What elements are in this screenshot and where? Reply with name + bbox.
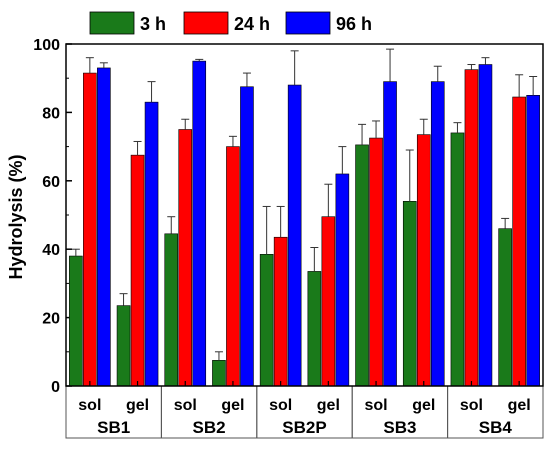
y-axis-label: Hydrolysis (%) — [6, 154, 26, 279]
x-tick-label: gel — [412, 397, 435, 414]
bar — [192, 60, 207, 387]
bar — [512, 96, 526, 387]
bar — [212, 360, 226, 387]
legend-swatch — [285, 11, 331, 35]
x-tick-label: gel — [508, 397, 531, 414]
bar — [498, 228, 512, 387]
bar — [383, 81, 397, 387]
bar — [226, 146, 240, 387]
bar — [116, 305, 131, 387]
bar — [164, 233, 179, 387]
sample-label: SB2P — [282, 418, 326, 437]
sample-label: SB3 — [383, 418, 416, 437]
sample-label: SB2 — [193, 418, 226, 437]
y-tick-label: 20 — [42, 311, 60, 328]
x-tick-label: sol — [174, 397, 197, 414]
plot-frame — [65, 43, 544, 387]
y-tick-label: 100 — [33, 37, 60, 54]
bar — [130, 154, 145, 387]
bar — [144, 101, 159, 387]
bar — [335, 173, 350, 387]
bar — [355, 144, 369, 387]
bars — [69, 48, 540, 387]
legend-label: 96 h — [336, 14, 372, 34]
bar — [416, 134, 431, 387]
x-axis: sol gel sol gel sol gel sol gel sol gel SB1 SB2 SB2P… — [65, 381, 544, 439]
legend-label: 24 h — [234, 14, 270, 34]
x-tick-label: sol — [78, 397, 101, 414]
bar — [178, 129, 193, 387]
x-tick-label: gel — [317, 397, 340, 414]
x-tick-label: sol — [269, 397, 292, 414]
y-tick-label: 80 — [42, 105, 60, 122]
x-tick-label: gel — [221, 397, 244, 414]
bar — [369, 137, 383, 387]
y-tick-label: 0 — [51, 379, 60, 396]
bar — [307, 271, 322, 387]
bar — [287, 84, 302, 387]
bar — [430, 81, 445, 387]
bar — [273, 236, 288, 387]
bar — [259, 254, 274, 387]
bar — [464, 69, 479, 387]
bar — [402, 201, 417, 387]
bar — [321, 216, 336, 387]
x-tick-label: sol — [364, 397, 387, 414]
bar — [478, 64, 493, 387]
x-tick-label: sol — [460, 397, 483, 414]
bar — [526, 95, 540, 387]
bar — [83, 72, 97, 387]
legend-swatch — [89, 11, 135, 35]
legend: 3 h 24 h 96 h — [89, 11, 372, 35]
sample-label: SB4 — [479, 418, 513, 437]
bar — [450, 132, 465, 387]
legend-label: 3 h — [140, 14, 166, 34]
y-tick-label: 40 — [42, 242, 60, 259]
x-tick-label: gel — [126, 397, 149, 414]
bar — [97, 67, 111, 387]
legend-swatch — [183, 11, 229, 35]
bar — [240, 86, 254, 387]
bar — [69, 255, 83, 387]
y-tick-label: 60 — [42, 174, 60, 191]
sample-label: SB1 — [97, 418, 130, 437]
